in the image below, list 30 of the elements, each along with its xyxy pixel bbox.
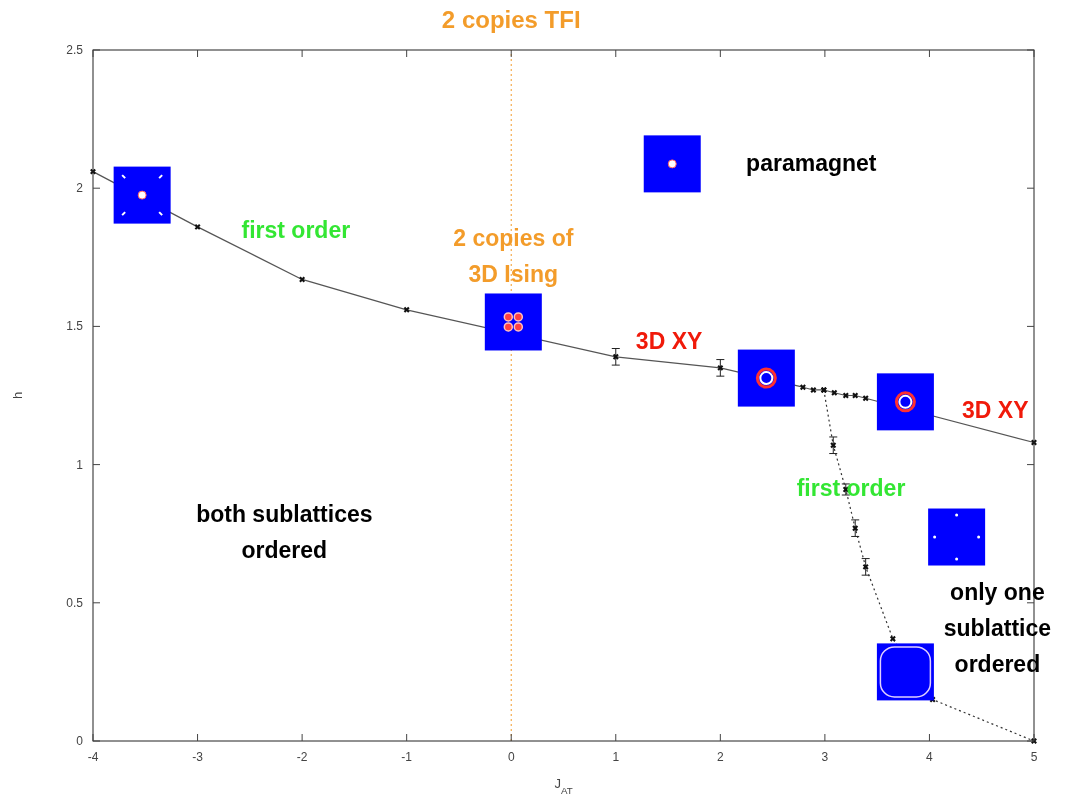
- annotation: paramagnet: [746, 150, 877, 177]
- x-tick-label: 2: [716, 750, 724, 764]
- y-tick-label: 0: [76, 734, 84, 748]
- x-tick-label: 4: [926, 750, 934, 764]
- annotation: 3D XY: [635, 328, 703, 355]
- x-axis-title: J$_{AT}$: [554, 776, 573, 796]
- annotation: both sublattices ordered: [196, 501, 373, 564]
- x-tick-label: -1: [401, 750, 413, 764]
- annotation: first order: [241, 216, 351, 243]
- annotation: 2 copies of 3D Ising: [453, 224, 574, 287]
- point: [862, 563, 869, 570]
- point: [852, 525, 859, 532]
- point: [889, 635, 896, 642]
- ref-line-label: 2 copies TFI: [441, 6, 581, 33]
- y-tick-label: 2: [76, 181, 84, 196]
- x-tick-label: -2: [296, 750, 308, 764]
- x-tick-label: 1: [612, 750, 620, 764]
- y-tick-label: 0.5: [66, 595, 84, 610]
- x-tick-label: 0: [507, 750, 515, 764]
- annotation: first order: [796, 475, 906, 502]
- x-tick-label: 5: [1030, 750, 1038, 764]
- annotation: 3D XY: [962, 397, 1029, 424]
- annotation: only one sublattice ordered: [943, 578, 1052, 677]
- x-tick-label: -3: [192, 750, 204, 764]
- y-tick-label: 2.5: [66, 43, 84, 57]
- y-axis-title: h: [10, 391, 25, 400]
- y-tick-label: 1.5: [66, 319, 84, 334]
- x-tick-label: -4: [87, 750, 99, 764]
- y-tick-label: 1: [76, 457, 84, 472]
- x-tick-label: 3: [821, 750, 829, 764]
